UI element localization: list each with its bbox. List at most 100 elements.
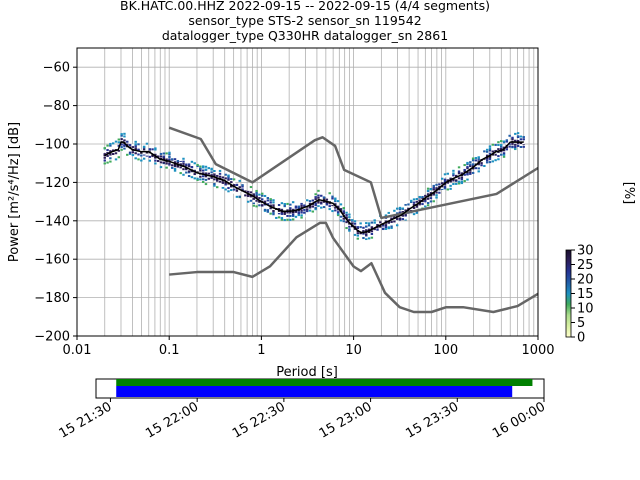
psd-bin [463,180,466,183]
psd-bin [165,158,168,161]
psd-bin [516,142,520,145]
psd-bin [322,199,326,202]
y-tick-label: −200 [34,330,70,345]
psd-bin [502,146,506,149]
psd-bin [471,167,475,170]
psd-bin [120,134,123,137]
psd-bin [255,193,258,196]
psd-bin [308,200,312,203]
psd-bin [266,206,270,209]
series-lines [104,126,539,314]
psd-bin [508,140,511,143]
psd-bin [227,190,230,193]
psd-bin [238,195,241,198]
psd-bin [350,219,354,222]
psd-bin [306,199,309,202]
psd-bin [210,171,213,174]
psd-bin [418,195,421,198]
psd-bin [297,214,300,217]
psd-bin [429,200,433,203]
psd-bin [303,215,306,218]
psd-bin [348,213,351,216]
psd-bin [131,145,135,148]
psd-bin [204,165,208,168]
psd-bin [176,159,180,162]
psd-bin [266,199,270,202]
psd-bin [460,172,464,175]
psd-bin [426,189,430,192]
psd-bin [196,174,199,177]
psd-bin [173,161,177,164]
psd-bin [123,144,126,147]
psd-bin [311,210,315,213]
psd-bin [165,166,168,169]
psd-bin [306,203,309,206]
psd-bin [275,216,278,219]
psd-bin [317,189,320,192]
psd-bin [514,145,517,148]
psd-bin [246,190,250,193]
psd-bin [432,197,435,200]
psd-bin [261,194,264,197]
psd-bin [201,178,205,181]
psd-bin [384,214,388,217]
psd-bin [156,155,160,158]
psd-bin [255,191,258,194]
colorbar-tick-label: 20 [577,273,594,288]
title-line-1: BK.HATC.00.HHZ 2022-09-15 -- 2022-09-15 … [120,0,490,13]
psd-bin [505,142,509,145]
psd-bin [232,188,236,191]
psd-bin [201,166,205,169]
psd-bin [317,204,320,207]
psd-bin [494,153,497,156]
psd-bin [187,165,191,168]
psd-bin [168,151,171,154]
psd-bin [474,167,478,170]
psd-bin [401,214,405,217]
psd-bin [474,161,478,164]
psd-bin [255,205,258,208]
psd-bin [218,169,222,172]
psd-bin [263,194,267,197]
psd-bin [227,187,230,190]
psd-bin [176,164,180,167]
psd-bin [519,138,523,141]
psd-bin [497,158,500,161]
psd-bin [426,202,430,205]
psd-bin [345,214,348,217]
psd-bin [142,152,146,155]
psd-bin [154,159,157,162]
psd-bin [291,210,295,213]
psd-bin [491,143,494,146]
psd-bin [516,135,520,138]
psd-bin [483,150,486,153]
psd-bin [365,229,368,232]
psd-bin [449,187,452,190]
psd-bin [494,159,497,162]
psd-bin [235,195,239,198]
psd-bin [384,227,388,230]
psd-bin [421,195,424,198]
psd-bin [342,207,345,210]
psd-bin [210,176,213,179]
psd-bin [201,175,205,178]
psd-bin [339,215,343,218]
psd-bin [362,230,365,233]
psd-bin [345,221,348,224]
psd-bin [263,200,267,203]
psd-bin [114,158,118,161]
psd-bin [103,150,106,153]
psd-bin [390,220,393,223]
psd-bin [350,229,354,232]
psd-bin [328,202,331,205]
psd-bin [190,160,194,163]
psd-bin [109,150,112,153]
psd-bin [145,149,149,152]
psd-bin [488,147,492,150]
psd-bin [266,210,270,213]
psd-bin [117,144,121,147]
psd-bin [398,211,402,214]
psd-bin [320,201,323,204]
psd-bin [269,198,272,201]
